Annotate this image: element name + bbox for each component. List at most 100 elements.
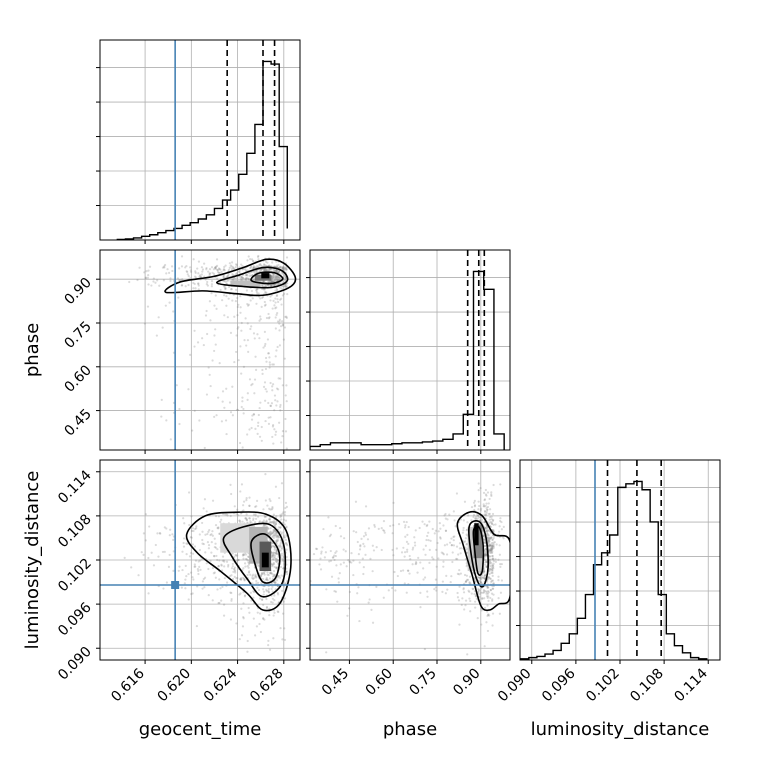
sample-point: [255, 291, 259, 294]
sample-point: [254, 573, 257, 576]
sample-point: [268, 498, 271, 501]
sample-point: [275, 264, 279, 267]
sample-point: [428, 520, 431, 523]
sample-point: [169, 438, 172, 441]
sample-point: [231, 552, 234, 555]
sample-point: [348, 590, 351, 594]
sample-point: [488, 497, 491, 501]
sample-point: [441, 552, 445, 555]
sample-point: [484, 527, 487, 530]
sample-point: [269, 527, 272, 530]
sample-point: [268, 571, 272, 575]
sample-point: [345, 565, 348, 568]
sample-point: [461, 531, 464, 534]
sample-point: [315, 547, 319, 551]
sample-point: [199, 568, 202, 571]
sample-point: [485, 565, 488, 568]
sample-point: [215, 258, 219, 261]
sample-point: [273, 548, 276, 551]
sample-point: [263, 269, 266, 272]
sample-point: [229, 483, 232, 486]
sample-point: [198, 548, 201, 552]
sample-point: [363, 545, 366, 548]
sample-point: [471, 587, 474, 590]
sample-point: [485, 510, 488, 513]
sample-point: [489, 588, 492, 592]
sample-point: [490, 518, 493, 521]
sample-point: [431, 527, 434, 531]
sample-point: [222, 559, 225, 562]
sample-point: [487, 613, 490, 616]
sample-point: [371, 621, 375, 624]
sample-point: [500, 520, 503, 524]
sample-point: [194, 527, 197, 531]
sample-point: [252, 260, 255, 263]
sample-point: [274, 297, 277, 300]
sample-point: [484, 589, 487, 593]
sample-point: [254, 574, 257, 578]
sample-point: [203, 576, 207, 579]
sample-point: [439, 537, 442, 540]
sample-point: [227, 274, 230, 278]
sample-point: [275, 551, 278, 554]
sample-point: [201, 587, 204, 590]
sample-point: [242, 365, 246, 368]
sample-point: [271, 563, 275, 566]
sample-point: [203, 586, 206, 589]
sample-point: [278, 276, 281, 279]
sample-point: [258, 406, 261, 410]
histogram-step: [116, 60, 288, 240]
sample-point: [210, 551, 213, 554]
sample-point: [215, 414, 218, 417]
sample-point: [490, 562, 493, 565]
sample-point: [262, 572, 265, 575]
sample-point: [334, 551, 337, 554]
sample-point: [455, 492, 459, 495]
sample-point: [273, 534, 276, 538]
sample-point: [273, 394, 277, 397]
sample-point: [487, 512, 490, 516]
sample-point: [485, 525, 489, 528]
sample-point: [208, 373, 211, 376]
truth-marker: [171, 581, 180, 589]
sample-point: [485, 621, 488, 624]
sample-point: [494, 560, 497, 563]
sample-point: [227, 273, 230, 276]
y-tick-label: 0.108: [55, 511, 95, 551]
sample-point: [214, 542, 217, 545]
sample-point: [488, 518, 491, 521]
sample-point: [484, 541, 487, 544]
sample-point: [265, 576, 268, 580]
sample-point: [241, 446, 244, 449]
sample-point: [254, 505, 257, 508]
sample-point: [279, 282, 282, 285]
sample-point: [0, 281, 1, 283]
sample-point: [172, 310, 175, 313]
sample-point: [485, 565, 488, 568]
sample-point: [167, 565, 171, 568]
sample-point: [273, 273, 276, 276]
sample-point: [228, 401, 232, 404]
sample-point: [484, 553, 488, 556]
sample-point: [270, 279, 273, 282]
sample-point: [491, 570, 494, 573]
sample-point: [213, 415, 216, 418]
sample-point: [267, 527, 270, 531]
sample-point: [274, 559, 277, 562]
sample-point: [244, 317, 247, 320]
sample-point: [203, 498, 207, 501]
sample-point: [284, 501, 288, 505]
histogram-step: [310, 270, 505, 450]
sample-point: [482, 521, 486, 524]
sample-point: [223, 314, 226, 317]
sample-point: [329, 549, 332, 553]
sample-point: [339, 535, 343, 538]
sample-point: [276, 275, 279, 278]
x-tick-label: 0.096: [539, 665, 579, 705]
sample-point: [264, 264, 267, 267]
sample-point: [206, 332, 209, 336]
sample-point: [334, 554, 337, 558]
sample-point: [491, 612, 495, 615]
sample-point: [235, 408, 239, 411]
sample-point: [234, 553, 237, 556]
